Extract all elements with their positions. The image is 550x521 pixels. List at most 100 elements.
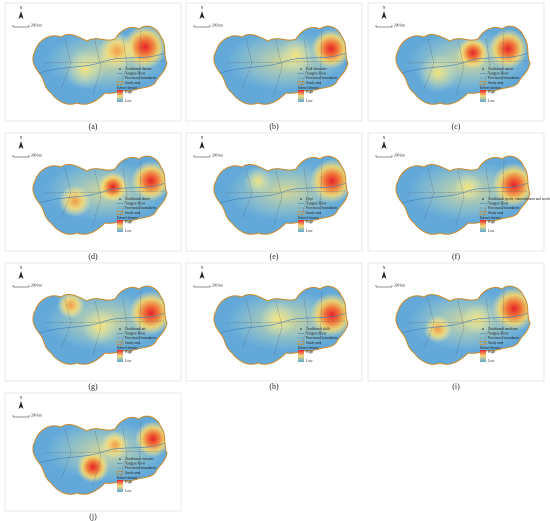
river xyxy=(401,312,529,334)
legend-low: Low xyxy=(488,229,495,233)
north-label: N xyxy=(20,266,23,270)
sym-ramp xyxy=(298,220,304,232)
map xyxy=(32,156,168,235)
river xyxy=(219,52,347,74)
north-arrow xyxy=(381,141,387,149)
sym-area xyxy=(479,341,487,345)
boundaries xyxy=(44,290,166,356)
hotspot xyxy=(244,167,272,195)
hotspot xyxy=(454,173,482,201)
hotspot xyxy=(310,293,349,337)
river xyxy=(219,312,347,334)
north-label: N xyxy=(201,266,204,270)
legend-layer: Traditional art xyxy=(125,327,146,331)
legend-low: Low xyxy=(125,359,132,363)
north-label: N xyxy=(383,6,386,10)
scale-bar xyxy=(12,285,30,288)
boundaries xyxy=(407,290,529,356)
boundaries xyxy=(44,160,166,226)
panel-label: (d) xyxy=(88,252,98,261)
legend-high: High xyxy=(125,480,132,484)
legend-layer: Traditional medicine xyxy=(488,327,518,331)
sym-point xyxy=(119,458,121,460)
legend-boundary: Provincial boundaries xyxy=(488,206,520,210)
legend-density: Kernel density xyxy=(480,86,501,90)
hotspot xyxy=(57,291,85,319)
sym-point xyxy=(300,328,302,330)
north-label: N xyxy=(383,266,386,270)
scale-bar xyxy=(12,155,30,158)
legend-layer: Traditional customs xyxy=(125,457,154,461)
north-arrow xyxy=(381,271,387,279)
map xyxy=(395,156,531,235)
legend-boundary: Provincial boundaries xyxy=(125,466,157,470)
sym-point xyxy=(119,328,121,330)
panel-label: (e) xyxy=(270,252,279,261)
sym-point xyxy=(482,198,484,200)
scale-label: 200 km xyxy=(31,23,42,27)
legend-boundary: Provincial boundaries xyxy=(306,76,338,80)
legend-high: High xyxy=(306,220,313,224)
sym-area xyxy=(479,81,487,85)
sym-point xyxy=(300,198,302,200)
hotspot xyxy=(492,163,531,207)
boundaries xyxy=(44,30,166,96)
legend-boundary: Provincial boundaries xyxy=(306,336,338,340)
legend-river: Yangtze River xyxy=(306,71,327,75)
legend-river: Yangtze River xyxy=(125,331,146,335)
panel-label: (g) xyxy=(88,382,98,391)
scale-label: 200 km xyxy=(31,283,42,287)
legend-low: Low xyxy=(125,99,132,103)
river xyxy=(38,182,166,204)
legend-high: High xyxy=(125,350,132,354)
panel-label: (b) xyxy=(269,122,279,131)
legend-layer: Traditional dance xyxy=(125,197,151,201)
legend-high: High xyxy=(488,220,495,224)
study-area-outline xyxy=(395,285,531,365)
panel-label: (j) xyxy=(89,512,97,521)
scale-bar xyxy=(193,285,211,288)
scale-label: 200 km xyxy=(31,153,42,157)
boundaries xyxy=(225,30,347,96)
hotspot xyxy=(488,29,528,69)
sym-ramp xyxy=(117,350,123,362)
scale-label: 200 km xyxy=(394,23,405,27)
legend-area: Study area xyxy=(125,341,141,345)
legend-high: High xyxy=(306,90,313,94)
boundaries xyxy=(225,290,347,356)
panel-label: (f) xyxy=(452,252,460,261)
legend-river: Yangtze River xyxy=(488,201,509,205)
scale-bar xyxy=(375,25,393,28)
river xyxy=(38,312,166,334)
sym-point xyxy=(300,68,302,70)
boundaries xyxy=(407,30,529,96)
river xyxy=(401,182,529,204)
legend-area: Study area xyxy=(306,81,322,85)
legend-high: High xyxy=(488,90,495,94)
study-area-outline xyxy=(395,25,531,105)
legend-river: Yangtze River xyxy=(488,71,509,75)
legend-layer: Traditional skills xyxy=(306,327,331,331)
study-area-outline xyxy=(213,25,349,105)
sym-point xyxy=(482,68,484,70)
legend-area: Study area xyxy=(125,81,141,85)
legend-high: High xyxy=(306,350,313,354)
scale-label: 200 km xyxy=(212,283,223,287)
legend-density: Kernel density xyxy=(298,216,319,220)
legend-area: Study area xyxy=(306,211,322,215)
legend-river: Yangtze River xyxy=(306,331,327,335)
sym-area xyxy=(297,341,305,345)
hotspot xyxy=(424,315,452,343)
legend: Traditional sports, entertainment and ac… xyxy=(479,197,550,233)
panel-label: (c) xyxy=(452,122,461,131)
